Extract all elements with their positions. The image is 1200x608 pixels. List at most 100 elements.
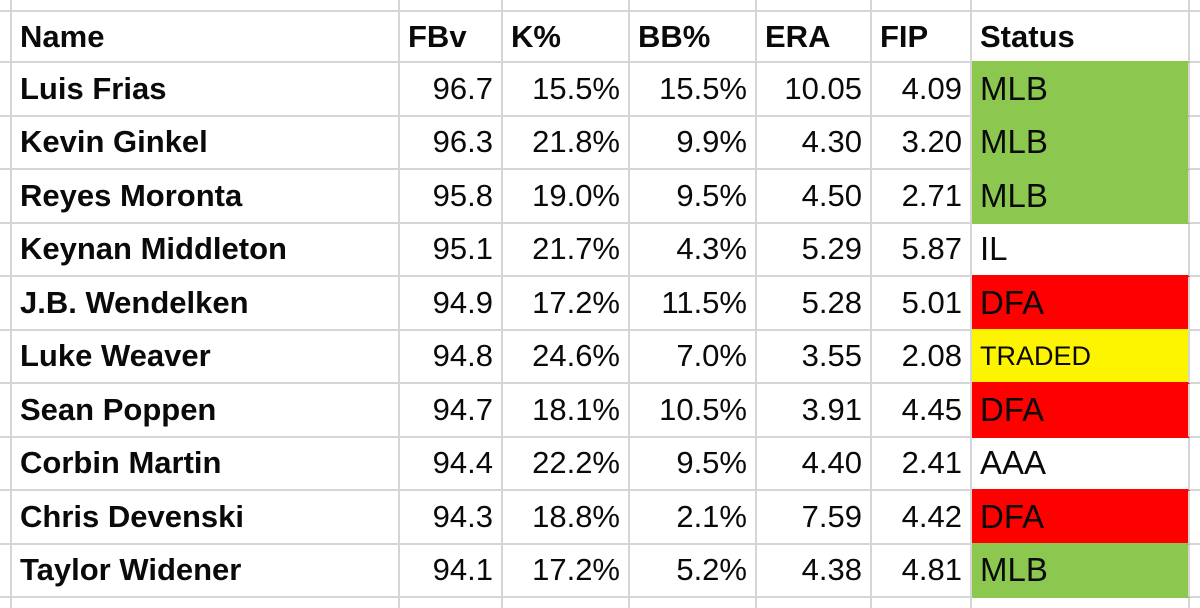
cell-status[interactable]: MLB [972, 170, 1190, 224]
row-sliver-cell-right [1190, 330, 1200, 384]
cell-fip[interactable]: 3.20 [872, 116, 972, 170]
cell-status[interactable]: MLB [972, 544, 1190, 598]
cell-era[interactable]: 4.38 [757, 544, 872, 598]
cell-era[interactable]: 5.28 [757, 277, 872, 331]
header-cell-name[interactable]: Name [12, 12, 400, 63]
cell-era[interactable]: 4.40 [757, 437, 872, 491]
row-sliver-cell [0, 384, 12, 438]
cell-name[interactable]: Sean Poppen [12, 384, 400, 438]
cell-bb_pct[interactable]: 4.3% [630, 223, 757, 277]
cell-status[interactable]: IL [972, 223, 1190, 277]
bottom-sliver-cell-bb_pct [630, 598, 757, 608]
row-sliver-cell-right [1190, 63, 1200, 117]
cell-fbv[interactable]: 95.1 [400, 223, 503, 277]
cell-status[interactable]: DFA [972, 384, 1190, 438]
cell-name[interactable]: Luis Frias [12, 63, 400, 117]
row-sliver-cell-right [1190, 491, 1200, 545]
cell-fip[interactable]: 4.45 [872, 384, 972, 438]
cell-status[interactable]: TRADED [972, 330, 1190, 384]
cell-fip[interactable]: 4.81 [872, 544, 972, 598]
cell-fip[interactable]: 4.42 [872, 491, 972, 545]
cell-status[interactable]: MLB [972, 116, 1190, 170]
row-sliver-cell [0, 116, 12, 170]
cell-name[interactable]: Kevin Ginkel [12, 116, 400, 170]
bottom-sliver-cell [0, 598, 12, 608]
row-sliver-cell-right [1190, 277, 1200, 331]
cell-k_pct[interactable]: 17.2% [503, 544, 630, 598]
cell-bb_pct[interactable]: 9.5% [630, 170, 757, 224]
cell-name[interactable]: Corbin Martin [12, 437, 400, 491]
cell-k_pct[interactable]: 21.8% [503, 116, 630, 170]
cell-era[interactable]: 5.29 [757, 223, 872, 277]
top-sliver-cell-fip [872, 0, 972, 12]
top-sliver-cell-k_pct [503, 0, 630, 12]
cell-k_pct[interactable]: 18.1% [503, 384, 630, 438]
header-cell-status[interactable]: Status [972, 12, 1190, 63]
cell-fbv[interactable]: 94.7 [400, 384, 503, 438]
cell-name[interactable]: Taylor Widener [12, 544, 400, 598]
cell-fbv[interactable]: 95.8 [400, 170, 503, 224]
top-sliver-cell-right [1190, 0, 1200, 12]
cell-era[interactable]: 4.30 [757, 116, 872, 170]
cell-bb_pct[interactable]: 11.5% [630, 277, 757, 331]
cell-bb_pct[interactable]: 2.1% [630, 491, 757, 545]
cell-fbv[interactable]: 94.9 [400, 277, 503, 331]
bottom-sliver-cell-name [12, 598, 400, 608]
cell-fbv[interactable]: 94.8 [400, 330, 503, 384]
row-sliver-cell-right [1190, 170, 1200, 224]
header-sliver-cell-right [1190, 12, 1200, 63]
bottom-sliver-cell-fbv [400, 598, 503, 608]
header-cell-era[interactable]: ERA [757, 12, 872, 63]
cell-k_pct[interactable]: 21.7% [503, 223, 630, 277]
cell-name[interactable]: J.B. Wendelken [12, 277, 400, 331]
cell-fip[interactable]: 2.08 [872, 330, 972, 384]
cell-era[interactable]: 7.59 [757, 491, 872, 545]
cell-bb_pct[interactable]: 10.5% [630, 384, 757, 438]
cell-era[interactable]: 4.50 [757, 170, 872, 224]
cell-name[interactable]: Reyes Moronta [12, 170, 400, 224]
cell-k_pct[interactable]: 15.5% [503, 63, 630, 117]
cell-era[interactable]: 10.05 [757, 63, 872, 117]
cell-name[interactable]: Luke Weaver [12, 330, 400, 384]
cell-fbv[interactable]: 96.7 [400, 63, 503, 117]
cell-k_pct[interactable]: 17.2% [503, 277, 630, 331]
header-cell-fbv[interactable]: FBv [400, 12, 503, 63]
cell-name[interactable]: Chris Devenski [12, 491, 400, 545]
cell-bb_pct[interactable]: 9.5% [630, 437, 757, 491]
cell-fip[interactable]: 5.01 [872, 277, 972, 331]
cell-k_pct[interactable]: 18.8% [503, 491, 630, 545]
top-sliver-cell-fbv [400, 0, 503, 12]
cell-status[interactable]: AAA [972, 437, 1190, 491]
header-cell-fip[interactable]: FIP [872, 12, 972, 63]
cell-bb_pct[interactable]: 5.2% [630, 544, 757, 598]
cell-status[interactable]: DFA [972, 277, 1190, 331]
cell-fbv[interactable]: 94.1 [400, 544, 503, 598]
cell-fbv[interactable]: 94.3 [400, 491, 503, 545]
row-sliver-cell-right [1190, 544, 1200, 598]
cell-fbv[interactable]: 96.3 [400, 116, 503, 170]
cell-fip[interactable]: 2.71 [872, 170, 972, 224]
top-sliver-cell-era [757, 0, 872, 12]
bottom-sliver-cell-era [757, 598, 872, 608]
header-cell-k_pct[interactable]: K% [503, 12, 630, 63]
cell-name[interactable]: Keynan Middleton [12, 223, 400, 277]
cell-era[interactable]: 3.91 [757, 384, 872, 438]
cell-k_pct[interactable]: 24.6% [503, 330, 630, 384]
header-cell-bb_pct[interactable]: BB% [630, 12, 757, 63]
cell-status[interactable]: MLB [972, 63, 1190, 117]
row-sliver-cell [0, 170, 12, 224]
cell-bb_pct[interactable]: 15.5% [630, 63, 757, 117]
cell-fbv[interactable]: 94.4 [400, 437, 503, 491]
cell-fip[interactable]: 2.41 [872, 437, 972, 491]
cell-bb_pct[interactable]: 7.0% [630, 330, 757, 384]
cell-k_pct[interactable]: 19.0% [503, 170, 630, 224]
cell-status[interactable]: DFA [972, 491, 1190, 545]
cell-era[interactable]: 3.55 [757, 330, 872, 384]
cell-fip[interactable]: 5.87 [872, 223, 972, 277]
row-sliver-cell-right [1190, 437, 1200, 491]
cell-fip[interactable]: 4.09 [872, 63, 972, 117]
cell-k_pct[interactable]: 22.2% [503, 437, 630, 491]
row-sliver-cell [0, 437, 12, 491]
cell-bb_pct[interactable]: 9.9% [630, 116, 757, 170]
